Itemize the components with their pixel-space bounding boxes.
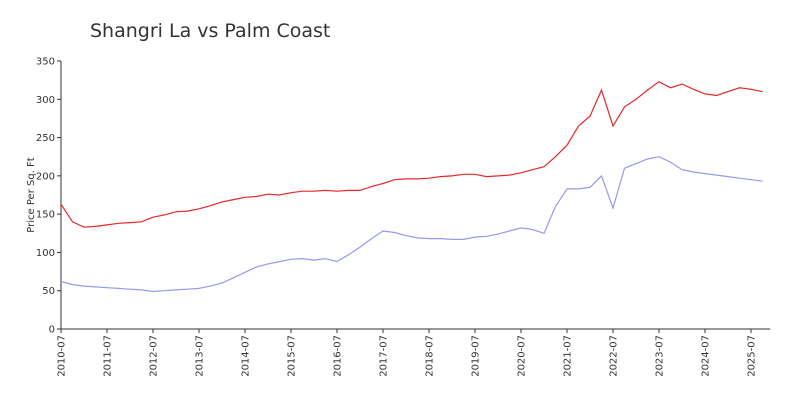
y-tick-label: 200 xyxy=(36,171,55,182)
x-tick-label: 2022-07 xyxy=(609,335,620,377)
x-tick-label: 2013-07 xyxy=(195,335,206,377)
x-tick-label: 2019-07 xyxy=(471,335,482,377)
series-line xyxy=(60,80,763,228)
x-tick-label: 2015-07 xyxy=(287,335,298,377)
y-tick-label: 100 xyxy=(36,248,55,259)
y-tick-label: 150 xyxy=(36,210,55,221)
y-tick-label: 250 xyxy=(36,133,55,144)
x-tick-label: 2010-07 xyxy=(57,335,68,377)
series-line xyxy=(60,156,763,293)
y-tick-label: 350 xyxy=(36,57,55,68)
x-tick-label: 2016-07 xyxy=(333,335,344,377)
y-tick-label: 0 xyxy=(49,325,55,336)
x-tick-label: 2014-07 xyxy=(241,335,252,377)
x-tick-label: 2020-07 xyxy=(517,335,528,377)
x-tick-label: 2023-07 xyxy=(655,335,666,377)
x-tick-label: 2025-07 xyxy=(747,335,758,377)
y-tick-label: 50 xyxy=(42,286,55,297)
x-tick-label: 2021-07 xyxy=(563,335,574,377)
y-tick-label: 300 xyxy=(36,95,55,106)
chart-title: Shangri La vs Palm Coast xyxy=(90,20,330,42)
x-tick-label: 2018-07 xyxy=(425,335,436,377)
x-tick-label: 2024-07 xyxy=(701,335,712,377)
y-axis-label: Price Per Sq. Ft xyxy=(26,157,37,232)
x-tick-label: 2012-07 xyxy=(149,335,160,377)
x-tick-label: 2011-07 xyxy=(103,335,114,377)
x-tick-label: 2017-07 xyxy=(379,335,390,377)
